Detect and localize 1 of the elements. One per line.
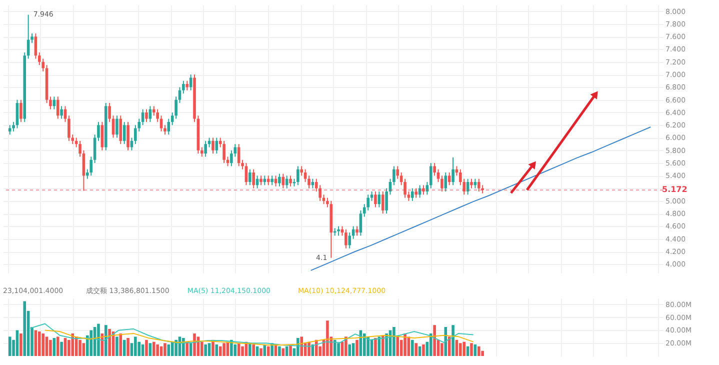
ref-line-label: 5.172 bbox=[662, 185, 688, 194]
